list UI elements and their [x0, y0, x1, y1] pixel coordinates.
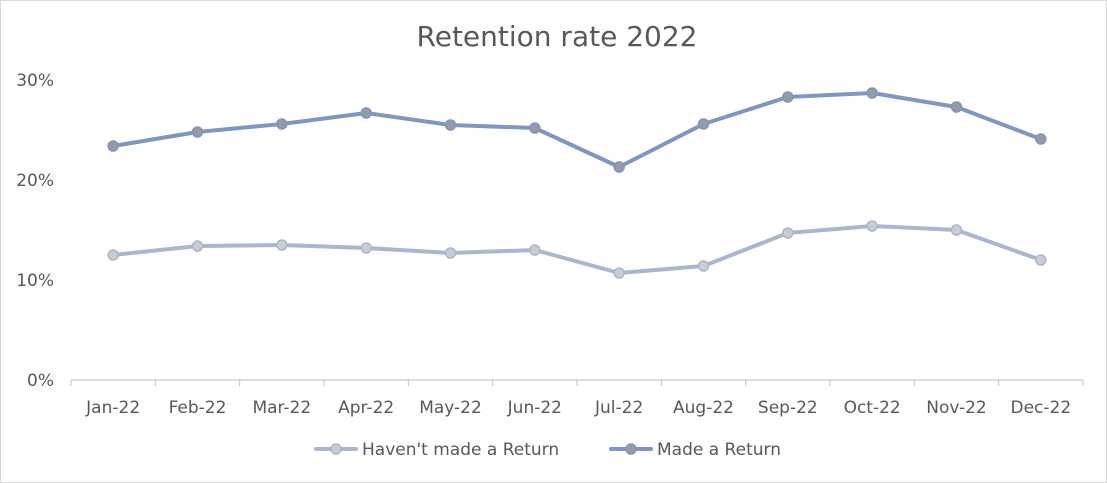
- y-tick-label: 20%: [16, 171, 54, 191]
- data-point: [529, 122, 541, 134]
- series-1: [107, 87, 1047, 173]
- chart-title: Retention rate 2022: [417, 20, 698, 53]
- x-tick-label: Mar-22: [252, 398, 311, 418]
- series-line: [111, 91, 1043, 169]
- y-tick-label: 0%: [27, 371, 54, 391]
- data-point: [613, 161, 625, 173]
- data-point: [444, 247, 457, 259]
- data-point: [950, 224, 963, 236]
- data-point: [444, 119, 457, 131]
- x-axis: Jan-22 Feb-22 Mar-22 Apr-22 May-22 Jun-22 Jul-…: [70, 379, 1084, 418]
- legend-marker-swatch: [330, 443, 342, 455]
- data-point: [276, 118, 288, 130]
- data-point: [191, 240, 204, 252]
- data-point: [697, 118, 710, 130]
- data-point: [782, 91, 794, 103]
- data-point: [276, 239, 288, 251]
- x-tick-label: May-22: [419, 398, 482, 418]
- data-point: [697, 260, 710, 272]
- x-tick-label: Feb-22: [169, 398, 227, 418]
- data-point: [950, 101, 963, 113]
- legend: Haven't made a Return Made a Return: [314, 440, 781, 460]
- data-point: [191, 126, 204, 138]
- x-tick-label: Nov-22: [926, 398, 987, 418]
- y-tick-label: 10%: [16, 271, 54, 291]
- x-tick-label: Jun-22: [507, 398, 562, 418]
- x-tick-label: Sep-22: [758, 398, 818, 418]
- legend-marker-swatch: [625, 443, 637, 455]
- data-point: [782, 227, 794, 239]
- x-tick-label: Jan-22: [85, 398, 140, 418]
- data-point: [529, 244, 541, 256]
- data-point: [866, 220, 878, 232]
- data-point: [360, 242, 372, 254]
- data-point: [360, 107, 372, 119]
- x-tick-label: Oct-22: [844, 398, 901, 418]
- y-tick-label: 30%: [16, 71, 54, 91]
- data-point: [613, 267, 625, 279]
- legend-item: Haven't made a Return: [314, 440, 559, 460]
- series-0: [107, 220, 1047, 279]
- legend-item: Made a Return: [609, 440, 781, 460]
- series-layer: [107, 87, 1047, 279]
- data-point: [866, 87, 878, 99]
- data-point: [107, 249, 119, 261]
- y-axis-tick-labels: 0% 10% 20% 30%: [16, 71, 54, 391]
- data-point: [107, 140, 119, 152]
- legend-label: Made a Return: [657, 440, 781, 460]
- x-tick-label: Aug-22: [673, 398, 734, 418]
- legend-label: Haven't made a Return: [362, 440, 559, 460]
- data-point: [1035, 133, 1047, 145]
- x-tick-label: Apr-22: [338, 398, 394, 418]
- data-point: [1035, 254, 1047, 266]
- x-tick-label: Dec-22: [1010, 398, 1071, 418]
- series-line: [111, 224, 1043, 275]
- x-tick-label: Jul-22: [594, 398, 643, 418]
